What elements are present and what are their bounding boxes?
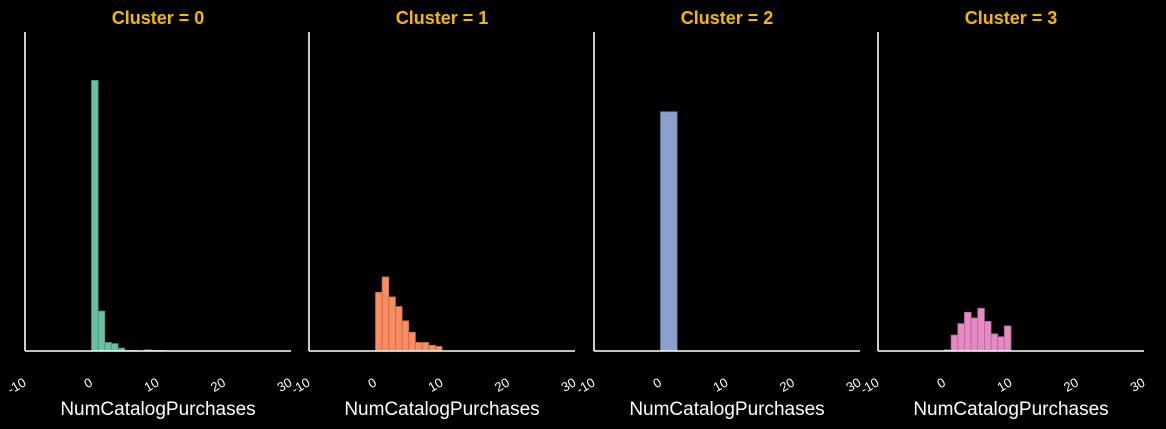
histogram-bar xyxy=(91,80,99,352)
x-tick-label: 20 xyxy=(208,375,228,395)
x-tick-label: 20 xyxy=(777,375,797,395)
histogram-bar xyxy=(997,336,1005,352)
histogram-bar xyxy=(414,342,423,352)
histogram-bar xyxy=(950,334,959,352)
facet-panel-1: Cluster = 1 -10 0 10 20 30 NumCatalogPurchases xyxy=(289,8,579,420)
x-tick-label: 30 xyxy=(843,375,863,395)
facet-title: Cluster = 3 xyxy=(965,8,1058,28)
x-axis-label: NumCatalogPurchases xyxy=(60,399,255,420)
x-tick-label: 20 xyxy=(1061,375,1081,395)
histogram-bar xyxy=(984,320,992,352)
histogram-bar xyxy=(421,342,430,352)
histogram-bar xyxy=(97,310,106,352)
x-tick-label: 10 xyxy=(141,375,161,395)
x-tick-label: -10 xyxy=(289,375,313,397)
x-tick-label: 0 xyxy=(650,375,664,392)
x-axis-label: NumCatalogPurchases xyxy=(913,399,1108,420)
histogram-bar xyxy=(964,311,972,352)
facet-title: Cluster = 0 xyxy=(112,8,205,28)
histogram-bar xyxy=(428,344,436,352)
histogram-bar xyxy=(957,323,965,352)
histogram-bar xyxy=(104,342,112,352)
facet-panel-3: Cluster = 3 -10 0 10 20 30 NumCatalogPurchases xyxy=(858,8,1148,420)
histogram-bar xyxy=(375,291,383,352)
histogram-bar xyxy=(990,333,999,352)
x-tick-label: 30 xyxy=(274,375,294,395)
x-tick-label: -10 xyxy=(574,375,598,397)
histogram-bar xyxy=(1003,325,1012,352)
x-tick-label: -10 xyxy=(5,375,29,397)
histogram-bar xyxy=(395,306,403,352)
histogram-bar xyxy=(111,343,119,352)
x-tick-label: 10 xyxy=(994,375,1014,395)
x-tick-label: -10 xyxy=(858,375,882,397)
x-tick-label: 0 xyxy=(934,375,948,392)
x-tick-label: 0 xyxy=(81,375,95,392)
facet-panel-0: Cluster = 0 -10 0 10 20 30 NumCatalogPurchases xyxy=(5,8,295,420)
facet-title: Cluster = 1 xyxy=(396,8,489,28)
x-tick-label: 10 xyxy=(425,375,445,395)
histogram-bar xyxy=(977,307,985,352)
x-axis-label: NumCatalogPurchases xyxy=(629,399,824,420)
histogram-bar xyxy=(388,296,396,352)
x-tick-label: 30 xyxy=(558,375,578,395)
histogram-bar xyxy=(970,317,979,352)
facet-panel-2: Cluster = 2 -10 0 10 20 30 NumCatalogPurchases xyxy=(574,8,864,420)
histogram-bar xyxy=(381,276,390,352)
x-axis-label: NumCatalogPurchases xyxy=(344,399,539,420)
histogram-bar xyxy=(408,331,416,352)
x-tick-label: 20 xyxy=(492,375,512,395)
x-tick-label: 10 xyxy=(710,375,730,395)
histogram-bar xyxy=(401,320,410,352)
histogram-bar xyxy=(660,111,678,352)
facet-title: Cluster = 2 xyxy=(681,8,774,28)
x-tick-label: 0 xyxy=(365,375,379,392)
x-tick-label: 30 xyxy=(1127,375,1147,395)
